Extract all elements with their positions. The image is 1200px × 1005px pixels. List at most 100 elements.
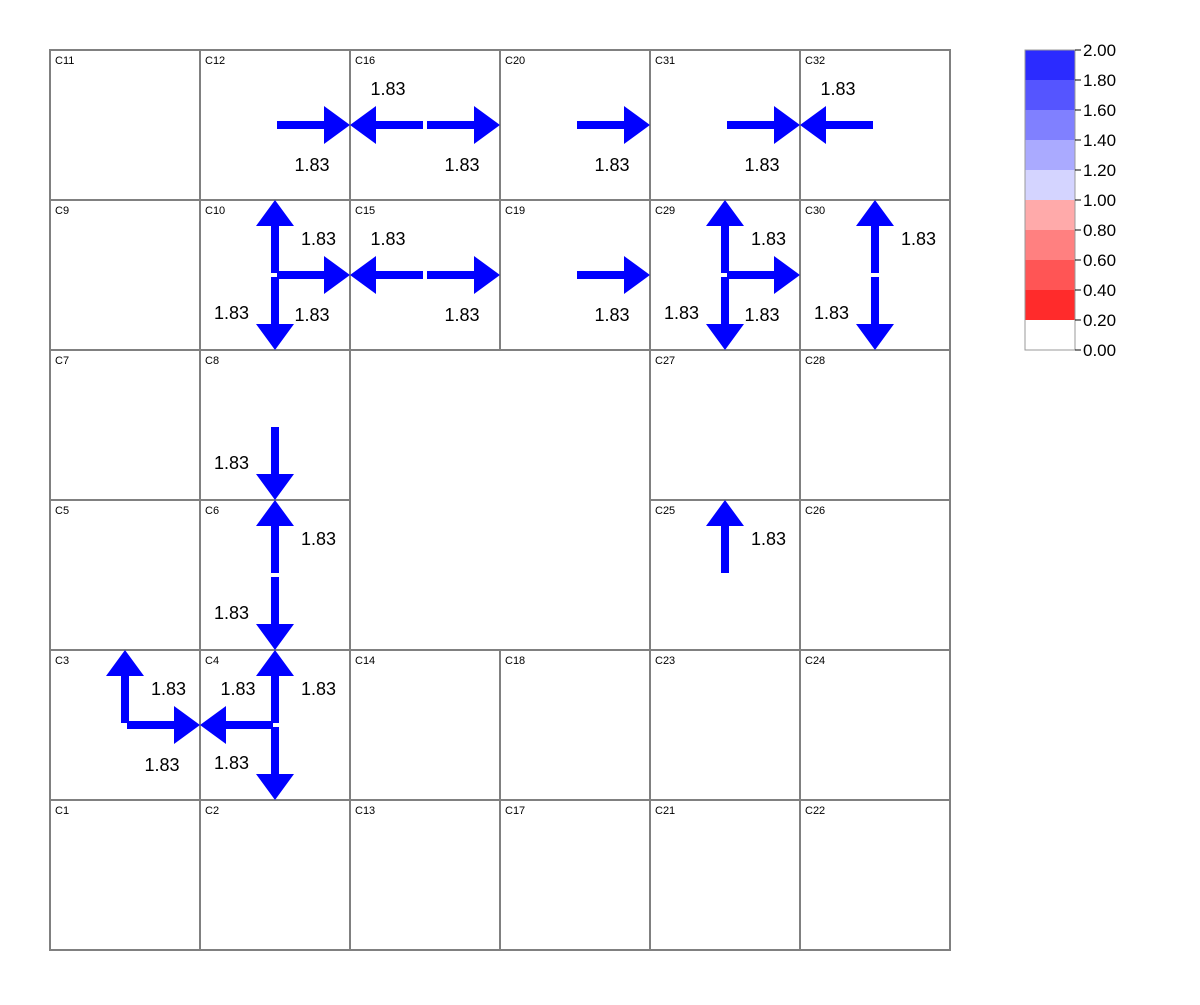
flow-arrow-c3-to-c5 [106,650,144,723]
legend-tick-label: 0.20 [1083,311,1116,330]
flow-value-label: 1.83 [301,679,336,699]
grid-cell-c17: C17 [499,799,651,951]
flow-value-label: 1.83 [751,529,786,549]
grid-cell-c1: C1 [49,799,201,951]
flow-arrow-c4-to-c6 [256,650,294,723]
legend-tick-label: 1.80 [1083,71,1116,90]
flow-value-label: 1.83 [294,155,329,175]
legend-swatch [1025,80,1075,110]
grid-cell-label: C28 [805,355,825,367]
flow-arrow-c15-to-c19 [427,256,500,294]
legend-tick-label: 0.40 [1083,281,1116,300]
grid-cell-label: C9 [55,205,69,217]
grid-cell-c22: C22 [799,799,951,951]
flow-value-label: 1.83 [744,305,779,325]
grid-cell-label: C14 [355,655,375,667]
flow-value-labels: 1.83 1.83 1.83 1.83 1.83 1.83 1.83 1.83 1.83 1.83… [144,79,936,775]
grid-cell-label: C3 [55,655,69,667]
flow-arrow-c29-to-c31 [706,200,744,273]
flow-value-label: 1.83 [370,79,405,99]
grid-cell-label: C2 [205,805,219,817]
grid-cell-label: C21 [655,805,675,817]
flow-value-label: 1.83 [301,229,336,249]
legend-swatch [1025,50,1075,80]
flow-value-label: 1.83 [744,155,779,175]
legend-swatch [1025,170,1075,200]
grid-cell-c13: C13 [349,799,501,951]
flow-arrow-c15-to-c10 [350,256,423,294]
flow-arrow-c30-to-c28 [856,277,894,350]
grid-cell-c7: C7 [49,349,201,501]
grid-cell-label: C16 [355,55,375,67]
flow-arrow-c4-to-c3 [200,706,273,744]
grid-cell-label: C17 [505,805,525,817]
flow-value-label: 1.83 [594,305,629,325]
legend-tick-label: 1.20 [1083,161,1116,180]
flow-arrow-c12-to-c16 [277,106,350,144]
flow-value-label: 1.83 [444,155,479,175]
grid-cell-c26: C26 [799,499,951,651]
grid-cell-box [799,499,951,651]
grid-cell-c14: C14 [349,649,501,801]
flow-value-label: 1.83 [820,79,855,99]
flow-value-label: 1.83 [301,529,336,549]
grid-cell-c28: C28 [799,349,951,501]
legend-tick-label: 2.00 [1083,41,1116,60]
flow-value-label: 1.83 [214,453,249,473]
flow-value-label: 1.83 [214,303,249,323]
grid-cell-label: C32 [805,55,825,67]
flow-arrow-c19-to-c29 [577,256,650,294]
grid-cell-label: C1 [55,805,69,817]
grid-cell-box [349,649,501,801]
flow-value-label: 1.83 [370,229,405,249]
legend-tick-label: 0.80 [1083,221,1116,240]
grid-cell-label: C29 [655,205,675,217]
grid-cell-label: C4 [205,655,219,667]
flow-arrow-c4-to-c2 [256,727,294,800]
legend-tick-label: 0.60 [1083,251,1116,270]
grid-cell-box [499,649,651,801]
grid-cell-c18: C18 [499,649,651,801]
grid-cell-label: C15 [355,205,375,217]
flow-value-label: 1.83 [594,155,629,175]
grid-cell-box [499,799,651,951]
grid-cell-label: C6 [205,505,219,517]
grid-cell-c27: C27 [649,349,801,501]
flow-arrows [106,106,894,800]
legend-tick-label: 0.00 [1083,341,1116,360]
legend-tick-label: 1.40 [1083,131,1116,150]
grid-cell-box [199,799,351,951]
grid-cell-label: C22 [805,805,825,817]
grid-cell-box [349,799,501,951]
grid-cell-c5: C5 [49,499,201,651]
grid-cell-label: C19 [505,205,525,217]
flow-arrow-c6-to-c8 [256,500,294,573]
grid-cell-label: C20 [505,55,525,67]
flow-value-label: 1.83 [144,755,179,775]
flow-arrow-c29-to-c30 [727,256,800,294]
grid-cell-box [799,649,951,801]
legend-swatch [1025,230,1075,260]
grid-cell-label: C5 [55,505,69,517]
flow-arrow-c16-to-c12 [350,106,423,144]
grid-cell-box [49,349,201,501]
flow-arrow-c10-to-c12 [256,200,294,273]
grid-cell-box [799,799,951,951]
flow-arrow-c30-to-c32 [856,200,894,273]
flow-arrow-c3-to-c4 [127,706,200,744]
grid-cell-label: C30 [805,205,825,217]
grid-cell-box [49,499,201,651]
legend-tick-label: 1.00 [1083,191,1116,210]
grid-cell-c11: C11 [49,49,201,201]
grid-cell-label: C7 [55,355,69,367]
grid-cell-c9: C9 [49,199,201,351]
legend-swatch [1025,320,1075,350]
flow-value-label: 1.83 [214,603,249,623]
flow-value-label: 1.83 [294,305,329,325]
flow-arrow-c10-to-c8 [256,277,294,350]
flow-arrow-c32-to-c31 [800,106,873,144]
grid-cell-label: C26 [805,505,825,517]
grid-cell-c2: C2 [199,799,351,951]
